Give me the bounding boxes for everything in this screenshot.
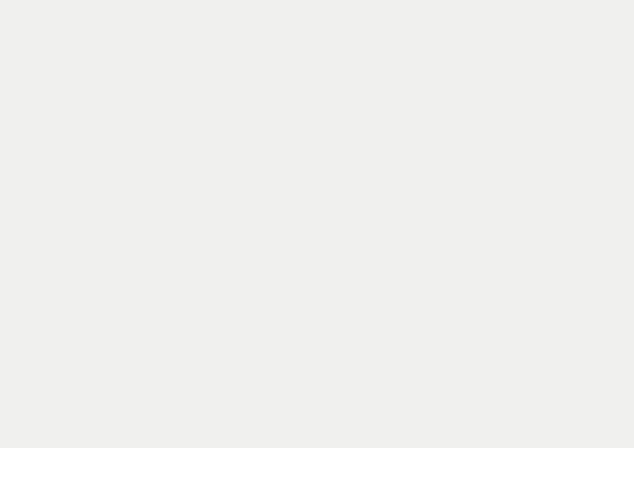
footer-legend-row [4,469,630,488]
weather-map [0,0,634,448]
footer [0,448,634,490]
streamline-map-canvas [0,0,300,150]
footer-title-row [4,450,630,469]
